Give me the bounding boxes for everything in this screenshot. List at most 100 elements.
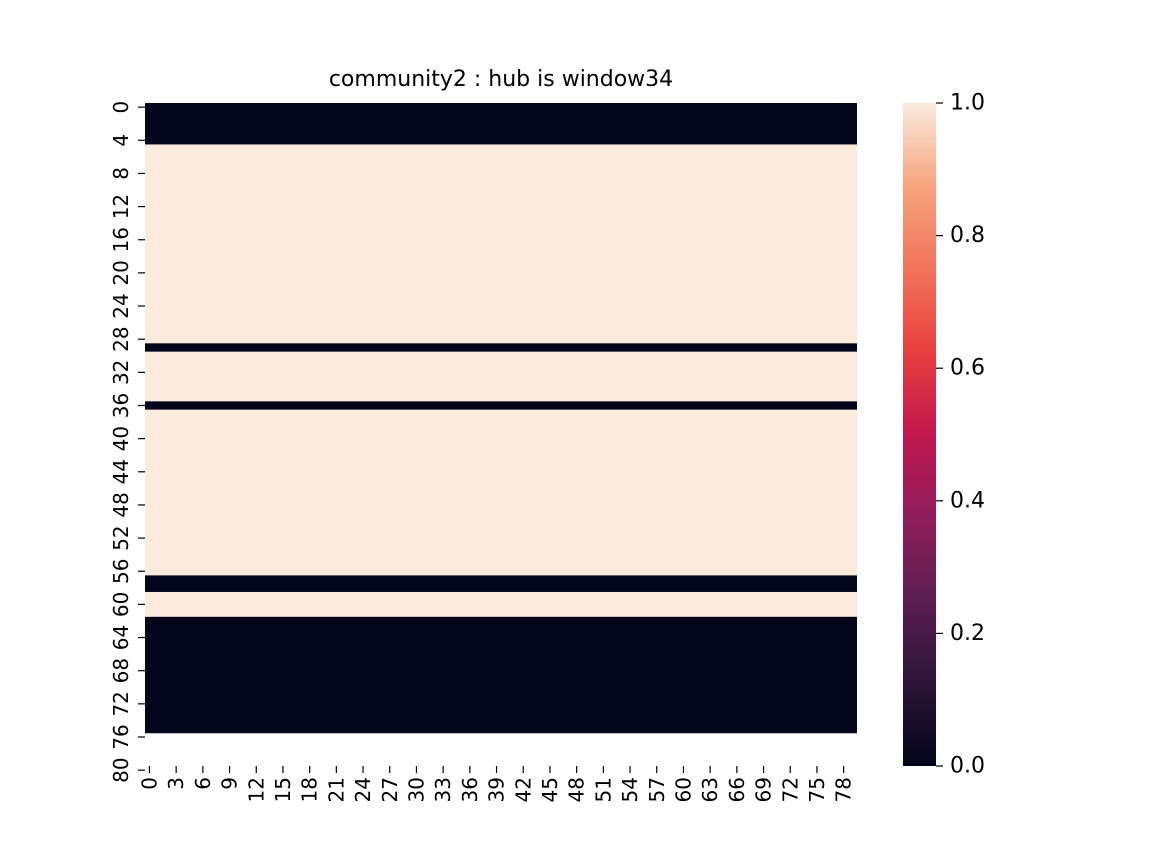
heatmap-row (145, 649, 857, 659)
heatmap-row (145, 285, 857, 295)
x-axis: 0 3 6 9 12 15 18 21 24 27 30 33 36 39 42 45 48 51 54 57 60 63… (137, 766, 856, 802)
y-tick-label: 8 (109, 167, 133, 180)
heatmap-row (145, 542, 857, 551)
y-tick-label: 40 (109, 426, 133, 451)
heatmap-row (145, 633, 857, 643)
heatmap-row (145, 185, 857, 195)
heatmap-row (145, 177, 857, 187)
heatmap-row (145, 268, 857, 278)
heatmap-row (145, 550, 857, 560)
heatmap-row (145, 600, 857, 609)
y-tick-label: 16 (109, 227, 133, 252)
heatmap-row (145, 277, 857, 286)
heatmap-row (145, 335, 857, 344)
x-tick-label: 3 (164, 777, 188, 790)
heatmap-row (145, 318, 857, 328)
x-tick-label: 51 (591, 777, 615, 802)
heatmap-row (145, 434, 857, 444)
heatmap-row (145, 119, 857, 129)
y-tick-label: 20 (109, 260, 133, 285)
heatmap-row (145, 194, 857, 203)
x-tick-label: 63 (698, 777, 722, 802)
heatmap-row (145, 699, 857, 709)
heatmap-row (145, 161, 857, 170)
x-tick-label: 0 (137, 777, 161, 790)
heatmap-row (145, 716, 857, 725)
heatmap-row (145, 467, 857, 477)
x-tick-label: 69 (752, 777, 776, 802)
heatmap-row (145, 575, 857, 585)
heatmap-row (145, 252, 857, 261)
heatmap-row (145, 475, 857, 485)
y-tick-label: 4 (109, 134, 133, 147)
heatmap-row (145, 326, 857, 336)
y-tick-label: 48 (109, 492, 133, 517)
heatmap-row (145, 136, 857, 145)
heatmap-row (145, 691, 857, 701)
heatmap-row (145, 235, 857, 245)
heatmap-row (145, 517, 857, 527)
colorbar-tick-label: 0.6 (950, 356, 985, 381)
heatmap-row (145, 301, 857, 311)
y-tick-label: 64 (109, 625, 133, 650)
heatmap-row (145, 343, 857, 353)
heatmap-cells (145, 103, 857, 734)
x-tick-label: 78 (832, 777, 856, 802)
heatmap-row (145, 674, 857, 684)
heatmap-row (145, 310, 857, 319)
heatmap-row (145, 533, 857, 543)
heatmap-row (145, 724, 857, 734)
x-tick-label: 6 (191, 777, 215, 790)
heatmap-row (145, 417, 857, 427)
heatmap-row (145, 658, 857, 667)
y-tick-label: 12 (109, 194, 133, 219)
colorbar-tick-label: 0.2 (950, 621, 985, 646)
y-tick-label: 36 (109, 393, 133, 418)
x-tick-label: 30 (404, 777, 428, 802)
colorbar-tick-label: 0.8 (950, 223, 985, 248)
x-tick-label: 36 (458, 777, 482, 802)
heatmap-row (145, 219, 857, 228)
heatmap-row (145, 683, 857, 692)
y-tick-label: 52 (109, 525, 133, 550)
heatmap-row (145, 492, 857, 502)
heatmap-row (145, 227, 857, 237)
y-tick-label: 44 (109, 459, 133, 484)
heatmap-row (145, 608, 857, 618)
x-tick-label: 75 (805, 777, 829, 802)
x-tick-label: 72 (778, 777, 802, 802)
heatmap-row (145, 459, 857, 469)
colorbar-tick-label: 0.0 (950, 754, 985, 779)
x-tick-label: 39 (485, 777, 509, 802)
x-tick-label: 21 (324, 777, 348, 802)
heatmap-row (145, 451, 857, 460)
heatmap-row (145, 484, 857, 493)
heatmap-row (145, 384, 857, 394)
heatmap-row (145, 144, 857, 154)
colorbar: 0.0 0.2 0.4 0.6 0.8 1.0 (903, 91, 985, 779)
heatmap-row (145, 169, 857, 178)
heatmap-row (145, 111, 857, 120)
heatmap-row (145, 409, 857, 419)
heatmap-row (145, 152, 857, 162)
y-tick-label: 68 (109, 658, 133, 683)
x-tick-label: 48 (565, 777, 589, 802)
y-tick-label: 56 (109, 559, 133, 584)
heatmap-row (145, 666, 857, 676)
x-tick-label: 24 (351, 777, 375, 802)
y-tick-label: 72 (109, 691, 133, 716)
y-tick-label: 80 (109, 757, 133, 782)
heatmap-row (145, 558, 857, 568)
heatmap-row (145, 583, 857, 593)
x-tick-label: 18 (298, 777, 322, 802)
heatmap-row (145, 351, 857, 361)
heatmap-row (145, 641, 857, 651)
y-tick-label: 32 (109, 360, 133, 385)
heatmap-row (145, 243, 857, 253)
x-tick-label: 57 (645, 777, 669, 802)
y-tick-label: 60 (109, 592, 133, 617)
x-tick-label: 33 (431, 777, 455, 802)
colorbar-tick-label: 1.0 (950, 91, 985, 116)
